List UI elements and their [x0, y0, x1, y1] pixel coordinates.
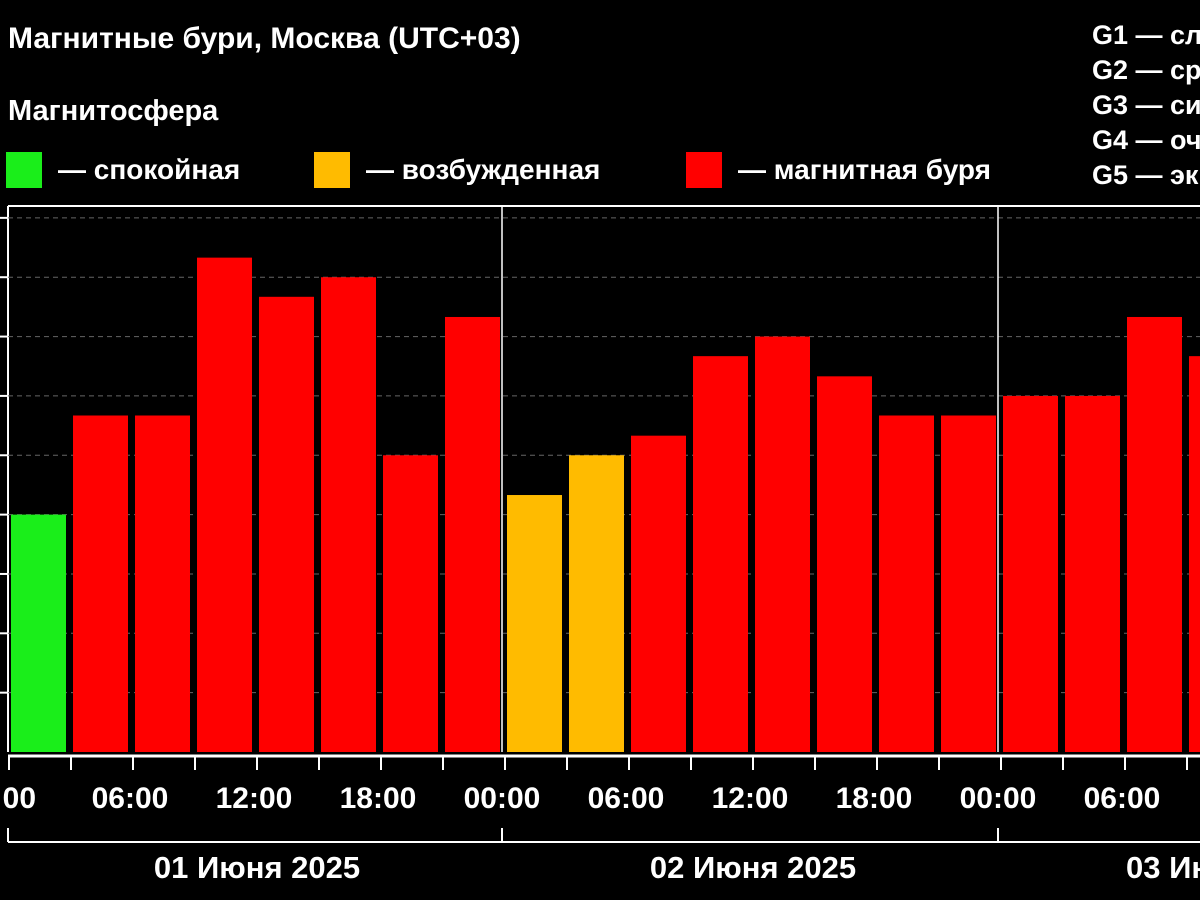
bar-storm	[693, 356, 748, 752]
x-tick-label: 00:00	[960, 782, 1037, 815]
g-scale-item: G1 — сл	[1092, 20, 1200, 50]
legend-swatch-excited	[314, 152, 350, 188]
legend-label-quiet: — спокойная	[58, 154, 241, 185]
bar-excited	[569, 455, 624, 752]
x-tick-label: 00:00	[464, 782, 541, 815]
bar-storm	[445, 316, 500, 752]
x-tick-label: 06:00	[1084, 782, 1161, 815]
g-scale-item: G2 — ср	[1092, 55, 1200, 85]
legend-swatch-storm	[686, 152, 722, 188]
day-label: 01 Июня 2025	[154, 850, 360, 885]
bar-storm	[879, 415, 934, 752]
x-tick-label: 06:00	[588, 782, 665, 815]
legend-swatch-quiet	[6, 152, 42, 188]
day-label: 02 Июня 2025	[650, 850, 856, 885]
x-tick-label: 18:00	[340, 782, 417, 815]
bar-excited	[507, 495, 562, 752]
bar-storm	[755, 336, 810, 752]
bar-storm	[941, 415, 996, 752]
bar-storm	[1065, 395, 1120, 752]
g-scale-item: G5 — эк	[1092, 160, 1199, 190]
bar-storm	[1127, 316, 1182, 752]
bar-storm	[383, 455, 438, 752]
x-tick-label: 0:00	[0, 782, 36, 815]
bar-storm	[197, 257, 252, 752]
bar-storm	[1189, 356, 1200, 752]
bar-storm	[135, 415, 190, 752]
bar-storm	[259, 296, 314, 752]
chart-title: Магнитные бури, Москва (UTC+03)	[8, 22, 521, 55]
legend-item-storm: — магнитная буря	[686, 150, 991, 190]
x-tick-label: 12:00	[216, 782, 293, 815]
x-tick-label: 18:00	[836, 782, 913, 815]
g-scale-list: G1 — сл G2 — ср G3 — си G4 — оч G5 — эк	[1092, 18, 1200, 193]
x-tick-label: 12:00	[712, 782, 789, 815]
bar-storm	[1003, 395, 1058, 752]
day-label: 03 Ию	[1126, 850, 1200, 885]
bar-storm	[73, 415, 128, 752]
legend-label-excited: — возбужденная	[366, 154, 601, 185]
bar-quiet	[11, 514, 66, 752]
g-scale-item: G3 — си	[1092, 90, 1200, 120]
x-tick-label: 06:00	[92, 782, 169, 815]
legend-item-quiet: — спокойная	[6, 150, 240, 190]
legend-label-storm: — магнитная буря	[738, 154, 991, 185]
bar-storm	[817, 376, 872, 752]
g-scale-item: G4 — оч	[1092, 125, 1200, 155]
chart-subtitle: Магнитосфера	[8, 95, 219, 127]
legend-item-excited: — возбужденная	[314, 150, 600, 190]
bar-storm	[321, 277, 376, 752]
bar-storm	[631, 435, 686, 752]
